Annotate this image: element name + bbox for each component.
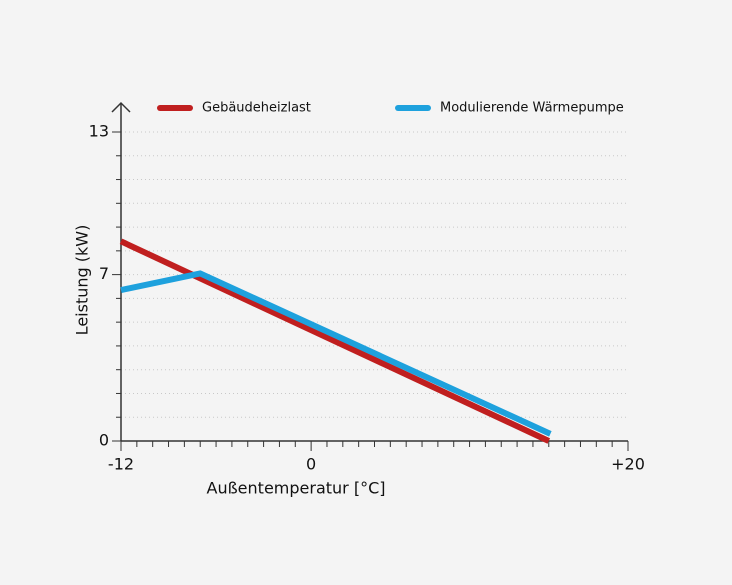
legend-label: Gebäudeheizlast bbox=[202, 101, 311, 116]
x-tick-label: 0 bbox=[306, 455, 316, 474]
series-line bbox=[120, 270, 552, 437]
y-tick-label: 13 bbox=[89, 122, 109, 141]
x-axis-title: Außentemperatur [°C] bbox=[207, 479, 386, 498]
y-tick-label: 0 bbox=[99, 431, 109, 450]
series-line bbox=[119, 238, 551, 444]
legend-label: Modulierende Wärmepumpe bbox=[440, 101, 624, 116]
x-tick-label: -12 bbox=[108, 455, 134, 474]
x-tick-label: +20 bbox=[611, 455, 645, 474]
y-axis-arrow bbox=[111, 101, 131, 113]
y-tick-label: 7 bbox=[99, 264, 109, 283]
y-axis-title: Leistung (kW) bbox=[73, 225, 92, 336]
